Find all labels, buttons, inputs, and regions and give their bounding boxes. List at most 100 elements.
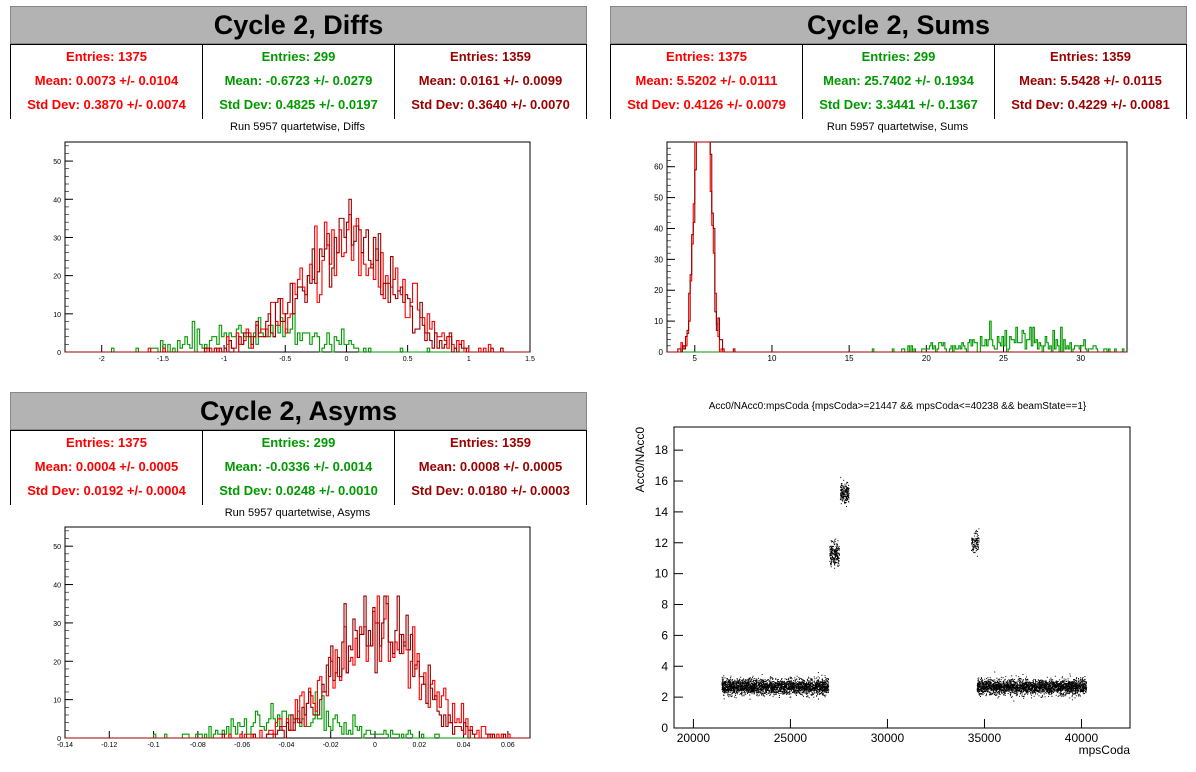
scatter-point xyxy=(784,682,786,684)
scatter-point xyxy=(752,677,754,679)
scatter-point xyxy=(1003,691,1005,693)
scatter-point xyxy=(818,686,820,688)
scatter-point xyxy=(1056,691,1058,693)
scatter-point xyxy=(792,686,794,688)
scatter-point xyxy=(1051,682,1053,684)
scatter-point xyxy=(809,680,811,682)
scatter-point xyxy=(807,686,809,688)
scatter-point xyxy=(730,686,732,688)
scatter-point xyxy=(1045,684,1047,686)
scatter-point xyxy=(1010,684,1012,686)
scatter-point xyxy=(789,683,791,684)
scatter-point xyxy=(788,687,790,689)
scatter-point xyxy=(994,671,996,673)
scatter-point xyxy=(786,688,788,690)
scatter-point xyxy=(770,676,772,678)
scatter-point xyxy=(982,688,984,689)
scatter-point xyxy=(792,688,794,690)
scatter-point xyxy=(1078,678,1079,679)
scatter-point xyxy=(739,688,741,690)
scatter-point xyxy=(827,685,829,686)
scatter-point xyxy=(757,690,759,692)
scatter-point xyxy=(807,696,809,698)
scatter-point xyxy=(816,690,817,691)
scatter-point xyxy=(741,684,743,686)
scatter-point xyxy=(795,692,797,694)
scatter-point xyxy=(769,691,770,693)
scatter-point xyxy=(991,680,993,682)
scatter-point xyxy=(1082,693,1084,695)
scatter-point xyxy=(819,677,820,679)
x-tick-label: -0.06 xyxy=(234,742,250,749)
scatter-point xyxy=(1074,687,1076,689)
scatter-point xyxy=(988,690,990,692)
scatter-point xyxy=(781,683,782,685)
scatter-point xyxy=(821,682,823,684)
scatter-point xyxy=(757,681,759,683)
scatter-point xyxy=(786,688,788,689)
scatter-point xyxy=(811,682,813,684)
scatter-point xyxy=(818,683,820,684)
scatter-point xyxy=(1073,691,1075,693)
scatter-point xyxy=(816,688,818,690)
scatter-point xyxy=(729,691,731,693)
scatter-point xyxy=(1065,690,1067,692)
scatter-point xyxy=(777,680,778,682)
scatter-point xyxy=(774,687,776,689)
scatter-point xyxy=(1022,687,1024,689)
scatter-point xyxy=(781,678,783,679)
scatter-point xyxy=(734,689,736,691)
scatter-point xyxy=(810,694,812,695)
scatter-point xyxy=(1016,684,1018,686)
scatter-point xyxy=(804,687,806,688)
scatter-point xyxy=(811,685,813,687)
scatter-point xyxy=(762,681,764,683)
scatter-point xyxy=(995,683,997,685)
scatter-point xyxy=(1007,693,1009,694)
x-tick-label: 25000 xyxy=(774,731,808,745)
scatter-point xyxy=(801,686,803,687)
scatter-point xyxy=(1070,682,1072,683)
scatter-point xyxy=(770,680,772,682)
scatter-point xyxy=(754,684,756,685)
scatter-point xyxy=(809,689,811,691)
scatter-point xyxy=(1023,689,1025,691)
scatter-point xyxy=(732,679,734,681)
scatter-point xyxy=(808,683,810,684)
scatter-point xyxy=(735,697,737,699)
scatter-point xyxy=(977,690,979,692)
scatter-point xyxy=(1032,687,1034,689)
scatter-point xyxy=(1063,680,1065,682)
scatter-point xyxy=(1020,682,1022,684)
scatter-point xyxy=(776,687,778,689)
scatter-point xyxy=(737,690,739,692)
scatter-point xyxy=(816,687,818,688)
scatter-point xyxy=(761,674,763,676)
scatter-point xyxy=(1048,693,1050,695)
scatter-point xyxy=(759,688,761,689)
scatter-point xyxy=(982,682,984,683)
scatter-point xyxy=(764,695,766,697)
scatter-point xyxy=(741,691,743,693)
scatter-point xyxy=(1002,677,1004,679)
scatter-point xyxy=(1006,689,1008,691)
scatter-point xyxy=(828,686,829,688)
scatter-point xyxy=(767,686,769,687)
scatter-point xyxy=(826,688,828,690)
scatter-point xyxy=(992,684,994,686)
scatter-point xyxy=(768,686,769,688)
scatter-point xyxy=(986,694,987,696)
scatter-point xyxy=(776,679,778,681)
scatter-point xyxy=(1048,691,1050,693)
scatter-point xyxy=(753,693,755,695)
scatter-point xyxy=(771,681,773,683)
scatter-point xyxy=(1043,693,1045,695)
scatter-point xyxy=(751,688,753,690)
scatter-point xyxy=(1024,688,1026,690)
scatter-point xyxy=(810,690,811,691)
scatter-point xyxy=(812,684,814,686)
scatter-point xyxy=(1078,682,1080,684)
scatter-point xyxy=(1008,684,1010,686)
scatter-point xyxy=(769,684,770,685)
